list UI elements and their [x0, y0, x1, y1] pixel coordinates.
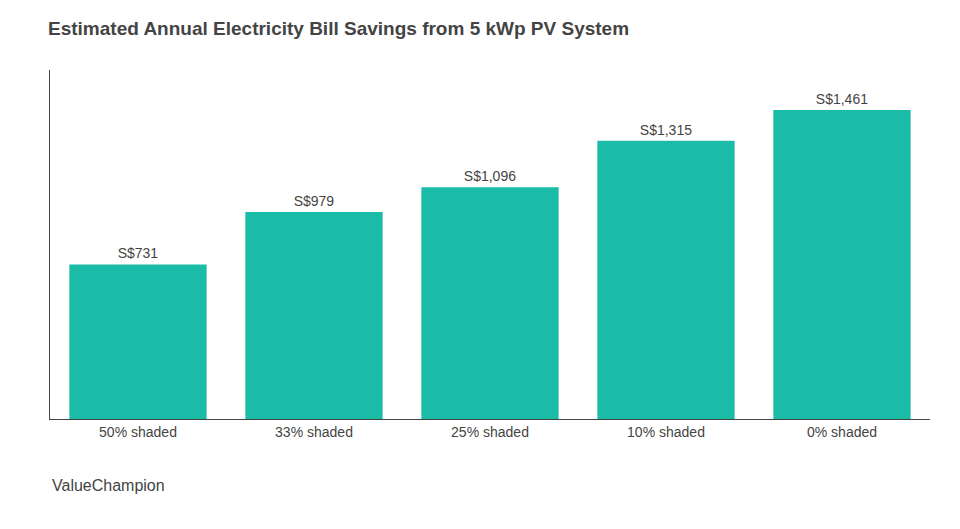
svg-text:33% shaded: 33% shaded [275, 424, 353, 440]
svg-text:0% shaded: 0% shaded [807, 424, 877, 440]
svg-text:10% shaded: 10% shaded [627, 424, 705, 440]
svg-text:25% shaded: 25% shaded [451, 424, 529, 440]
svg-text:Estimated Annual Electricity B: Estimated Annual Electricity Bill Saving… [48, 18, 629, 39]
svg-text:50% shaded: 50% shaded [99, 424, 177, 440]
svg-text:ValueChampion: ValueChampion [52, 477, 165, 494]
svg-text:S$1,461: S$1,461 [816, 91, 868, 107]
svg-text:S$1,315: S$1,315 [640, 122, 692, 138]
svg-text:S$979: S$979 [294, 193, 335, 209]
svg-text:S$731: S$731 [118, 245, 159, 261]
svg-text:S$1,096: S$1,096 [464, 168, 516, 184]
